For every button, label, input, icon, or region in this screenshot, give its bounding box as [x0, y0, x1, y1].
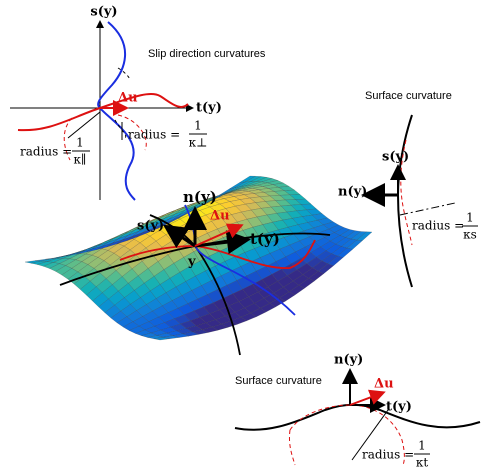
label: Δu	[210, 209, 230, 224]
label: κt	[416, 456, 429, 470]
label: 1	[466, 211, 474, 225]
slip-panel	[10, 20, 194, 201]
title: Surface curvature	[365, 90, 452, 102]
surface-panel	[361, 114, 456, 288]
label: t(y)	[386, 400, 412, 415]
surface-arrows	[163, 206, 251, 255]
title: Slip direction curvatures	[148, 48, 266, 60]
label: n(y)	[334, 353, 363, 368]
title: Surface curvature	[235, 375, 322, 387]
label: radius =	[412, 219, 464, 233]
label: s(y)	[382, 150, 409, 165]
label: t(y)	[196, 101, 222, 116]
label: 1	[194, 119, 202, 133]
label: κs	[463, 228, 477, 242]
label: radius =	[128, 128, 180, 142]
label: 1	[76, 136, 84, 150]
label: y	[187, 255, 196, 270]
label: κ∥	[73, 153, 86, 167]
label: n(y)	[183, 188, 217, 206]
label: s(y)	[90, 5, 117, 20]
label: 1	[418, 439, 426, 453]
label: Δu	[118, 91, 138, 106]
label: radius =	[20, 145, 72, 159]
mesh-cell	[356, 231, 373, 241]
label: t(y)	[250, 230, 280, 248]
label: radius =	[362, 448, 414, 462]
bottom-panel	[234, 368, 481, 466]
label: κ⊥	[189, 136, 208, 150]
label: s(y)	[137, 219, 164, 234]
label: n(y)	[338, 185, 367, 200]
label: Δu	[374, 377, 394, 392]
